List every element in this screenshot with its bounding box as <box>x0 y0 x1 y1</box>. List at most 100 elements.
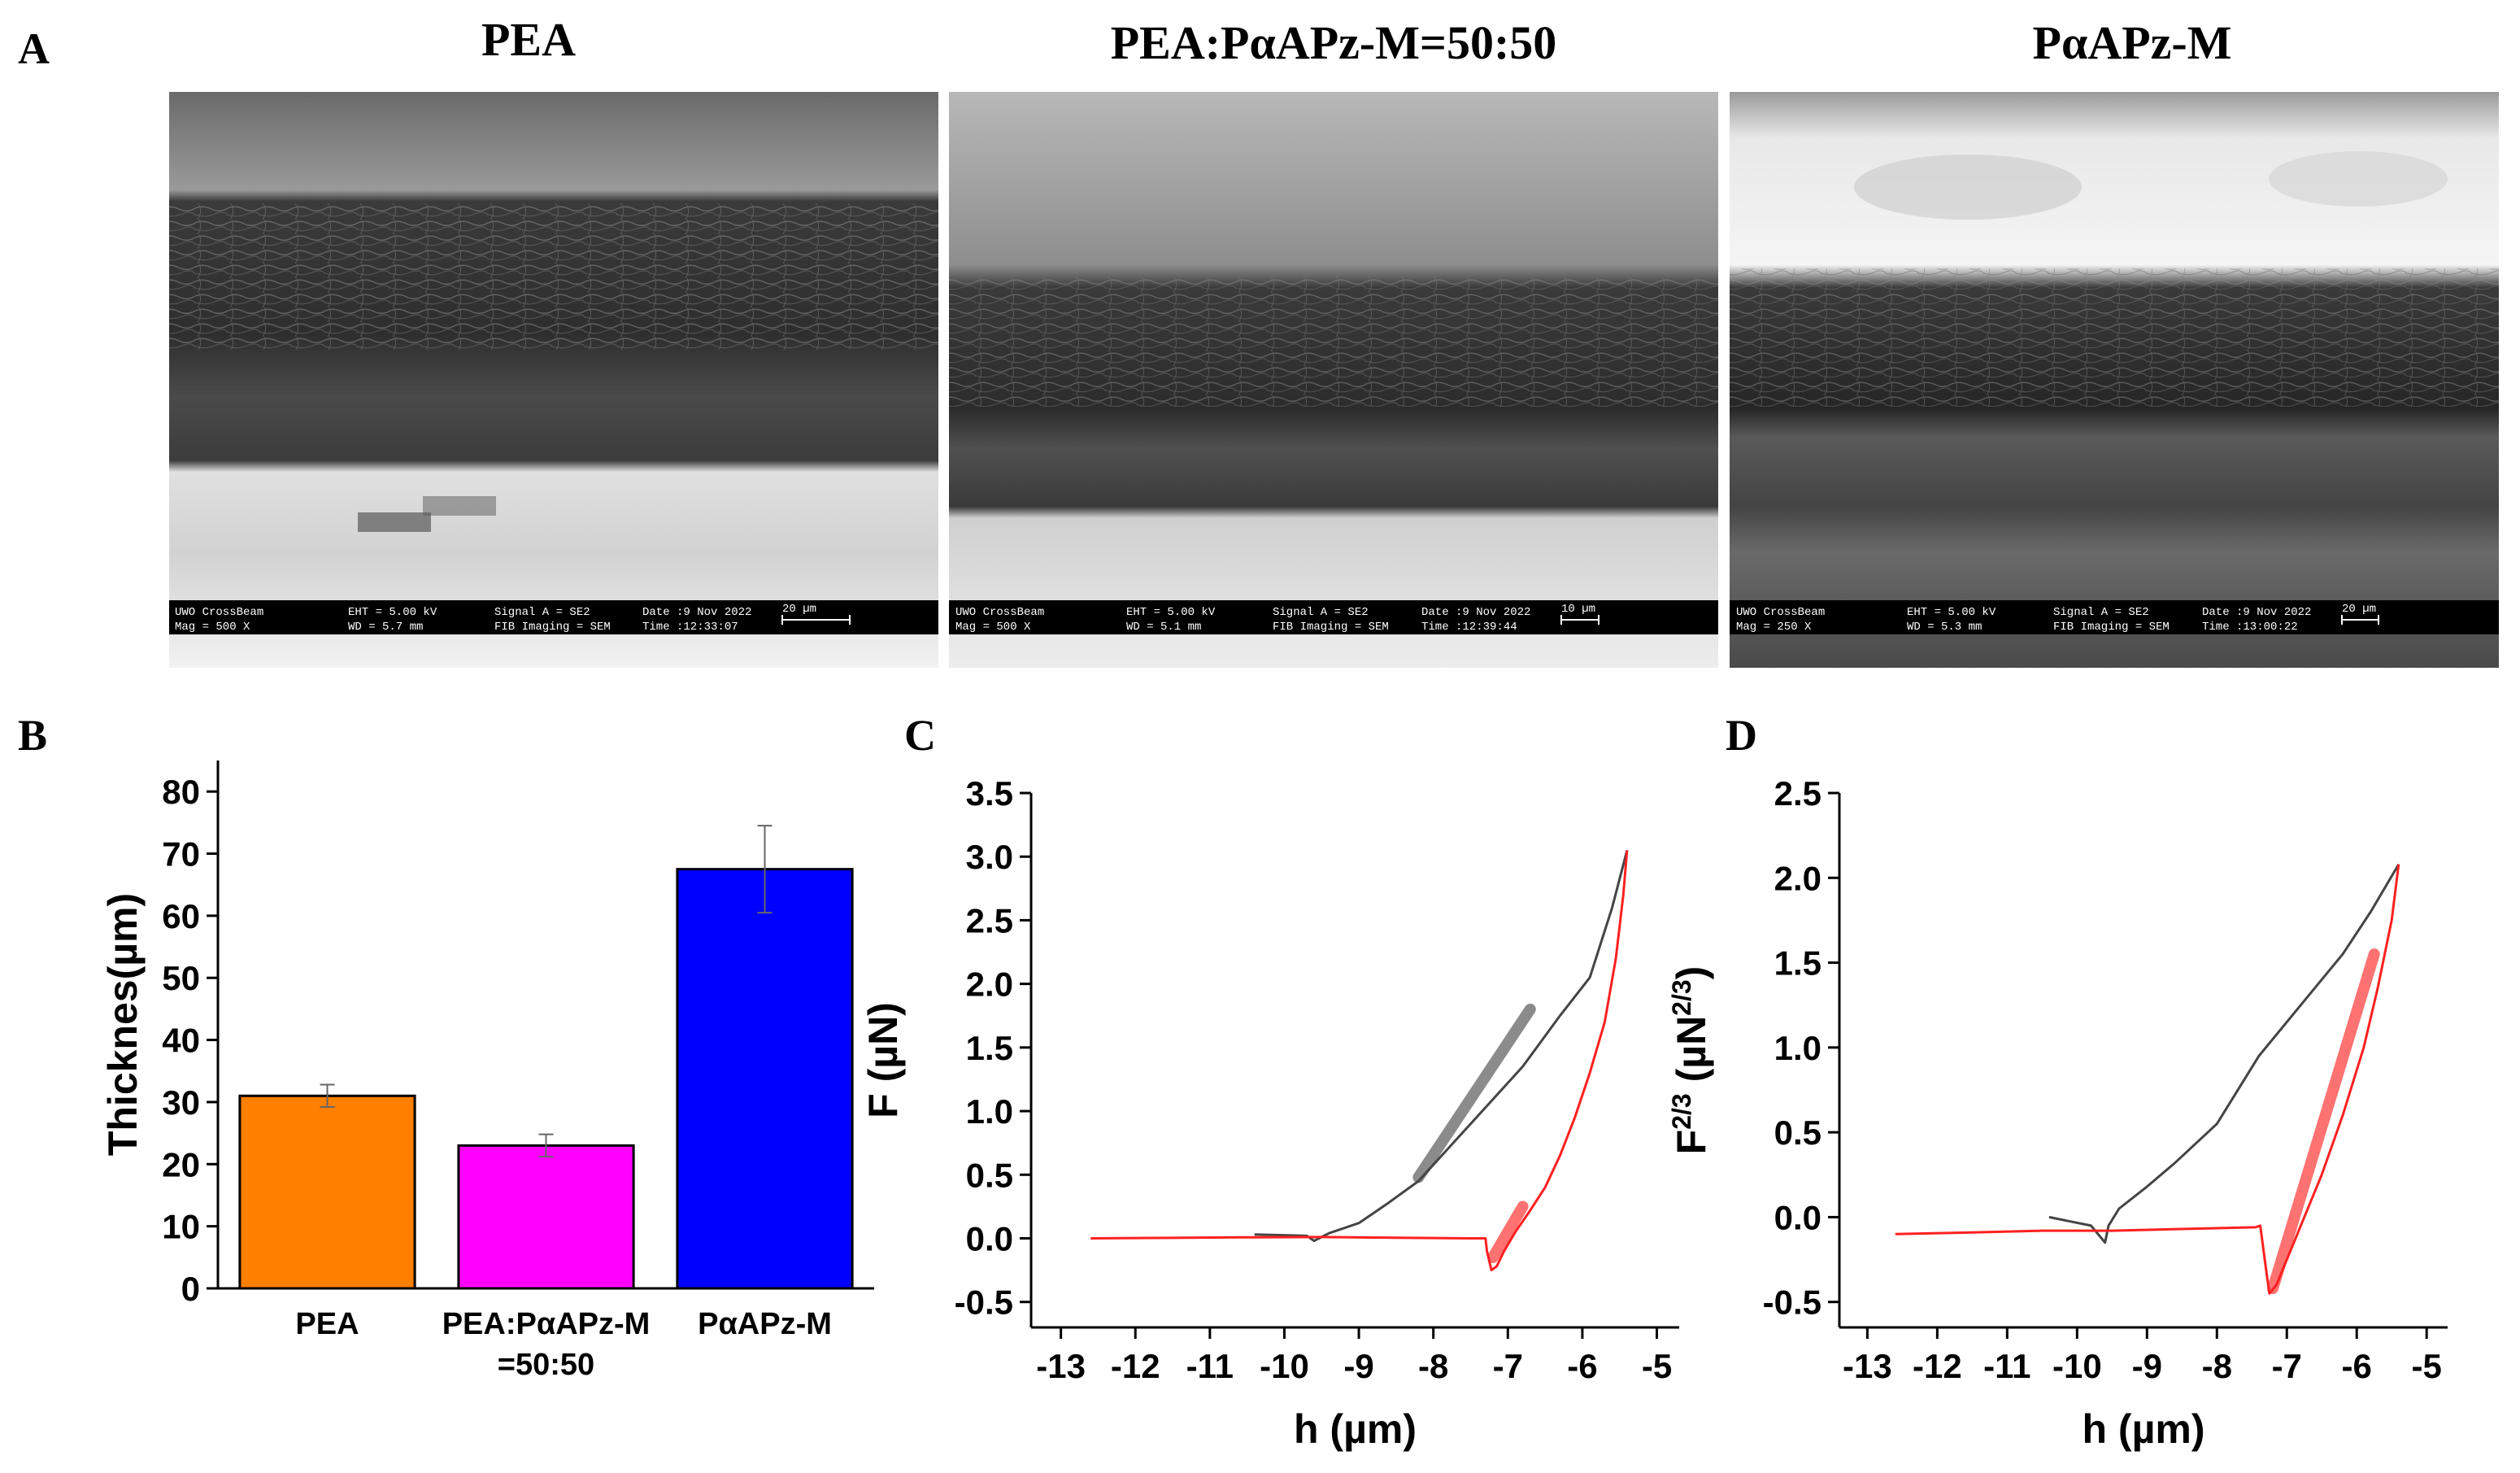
chart-c-ytick-label: -0.5 <box>955 1283 1013 1322</box>
chart-d-ytick-label: 2.0 <box>1774 859 1821 897</box>
chart-d-ylabel: F2/3 (µN2/3) <box>1667 966 1714 1155</box>
panel-label-b: B <box>18 711 47 760</box>
sem3-scale-bar <box>2341 615 2379 625</box>
chart-d-ylabel-part: (µN <box>1669 1016 1714 1093</box>
sem2-info-c3b: FIB Imaging = SEM <box>1273 621 1389 634</box>
chart-b-ytick-label: 40 <box>162 1022 200 1060</box>
chart-b-bar <box>457 1144 635 1290</box>
chart-c-xtick-label: -7 <box>1493 1347 1523 1385</box>
chart-b-error-bar <box>320 1083 335 1109</box>
chart-d-xtick-label: -10 <box>2052 1347 2102 1385</box>
chart-d-ytick-label: 2.5 <box>1774 774 1821 813</box>
chart-b-bar <box>238 1094 416 1290</box>
chart-c-xtick-label: -6 <box>1567 1347 1597 1385</box>
chart-c-ytick-label: 1.0 <box>966 1092 1013 1131</box>
chart-d-ytick-label: 0.5 <box>1774 1113 1821 1152</box>
chart-c-ytick-label: 0.0 <box>966 1220 1013 1258</box>
image-title-pea: PEA <box>481 13 576 66</box>
sem3-info-c1b: Mag = 250 X <box>1736 621 1812 634</box>
chart-c-xtick-label: -8 <box>1418 1347 1448 1385</box>
panel-label-a: A <box>18 24 50 73</box>
chart-d-ylabel-part: F <box>1669 1130 1714 1155</box>
chart-c-series-loading <box>1254 850 1629 1243</box>
chart-d-ylabel-part: 2/3 <box>1667 979 1696 1015</box>
chart-c-ytick-label: 3.0 <box>966 838 1013 876</box>
chart-c-ytick-label: 3.5 <box>966 774 1013 813</box>
chart-d-ylabel-part: 2/3 <box>1667 1093 1696 1129</box>
chart-d-xtick-label: -6 <box>2342 1347 2372 1385</box>
chart-d-xlabel: h (µm) <box>2082 1406 2204 1452</box>
chart-d-force23-depth: -0.5 0.0 0.5 1.0 1.5 2.0 2.5 -13 -12 -11 -10 -9 -8 -7… <box>1667 774 2448 1452</box>
panel-label-c: C <box>904 711 936 760</box>
chart-b-ytick-label: 70 <box>162 835 200 874</box>
chart-d-ytick-label: 0.0 <box>1774 1198 1821 1236</box>
chart-d-xtick-label: -12 <box>1913 1347 1962 1385</box>
sem-image-pea: UWO CrossBeam Mag = 500 X EHT = 5.00 kV … <box>169 92 938 668</box>
chart-d-fit-line <box>2267 948 2380 1295</box>
sem1-info-c4a: Date :9 Nov 2022 <box>642 606 751 619</box>
chart-c-xtick-label: -12 <box>1111 1347 1160 1385</box>
sem2-info-c3a: Signal A = SE2 <box>1273 606 1369 619</box>
sem3-info-c1a: UWO CrossBeam <box>1736 606 1825 619</box>
chart-b-ytick-label: 20 <box>162 1145 200 1183</box>
image-title-papz: PαAPz-M <box>2033 16 2232 69</box>
chart-c-force-depth: -0.5 0.0 0.5 1.0 1.5 2.0 2.5 3.0 3.5 -13 -12 -11 -10… <box>860 774 1679 1452</box>
chart-d-ytick-label: -0.5 <box>1763 1283 1821 1322</box>
chart-d-xtick-label: -9 <box>2132 1347 2162 1385</box>
chart-c-ytick-label: 0.5 <box>966 1156 1013 1194</box>
chart-c-xtick-label: -13 <box>1036 1347 1086 1385</box>
chart-b-category-label: PEA:PαAPz-M <box>442 1307 651 1341</box>
chart-c-xtick-label: -10 <box>1260 1347 1309 1385</box>
chart-b-thickness: 0 10 20 30 40 50 60 70 80 Thicknes(µm) PEA PEA:PαAP… <box>100 760 874 1382</box>
chart-c-xtick-label: -11 <box>1186 1347 1234 1385</box>
chart-d-ytick-label: 1.0 <box>1774 1029 1821 1067</box>
sem1-info-c3a: Signal A = SE2 <box>494 606 590 619</box>
sem1-info-c2b: WD = 5.7 mm <box>348 621 423 634</box>
sem3-info-c3a: Signal A = SE2 <box>2053 606 2149 619</box>
chart-d-xtick-label: -7 <box>2272 1347 2302 1385</box>
sem2-info-c1b: Mag = 500 X <box>955 621 1031 634</box>
sem1-info-c2a: EHT = 5.00 kV <box>348 606 437 619</box>
chart-c-ylabel: F (µN) <box>860 1002 906 1118</box>
chart-c-xtick-label: -5 <box>1642 1347 1672 1385</box>
chart-b-ytick-label: 50 <box>162 959 200 997</box>
sem-image-blend: UWO CrossBeam Mag = 500 X EHT = 5.00 kV … <box>949 92 1718 668</box>
chart-c-ytick-label: 2.5 <box>966 901 1013 939</box>
sem3-info-c2b: WD = 5.3 mm <box>1907 621 1982 634</box>
chart-d-xtick-label: -8 <box>2202 1347 2232 1385</box>
chart-d-series-unloading <box>1895 864 2400 1295</box>
chart-d-series-loading <box>2048 863 2400 1244</box>
sem1-scale-label: 20 µm <box>782 603 816 616</box>
sem2-info-c2b: WD = 5.1 mm <box>1126 621 1201 634</box>
chart-d-ytick-label: 1.5 <box>1774 944 1821 983</box>
sem2-scale-bar <box>1560 615 1599 625</box>
chart-b-ytick-label: 80 <box>162 773 200 811</box>
chart-b-category-sublabel: =50:50 <box>498 1348 594 1382</box>
chart-c-ytick-label: 1.5 <box>966 1029 1013 1067</box>
chart-c-xtick-label: -9 <box>1343 1347 1373 1385</box>
sem1-info-c1a: UWO CrossBeam <box>175 606 263 619</box>
chart-d-xtick-label: -13 <box>1843 1347 1892 1385</box>
chart-b-ytick-label: 60 <box>162 897 200 935</box>
chart-b-ytick-label: 30 <box>162 1083 200 1122</box>
sem-image-papz: UWO CrossBeam Mag = 250 X EHT = 5.00 kV … <box>1730 92 2499 668</box>
sem2-scale-label: 10 µm <box>1561 603 1595 616</box>
chart-c-fit-line <box>1412 1003 1536 1183</box>
sem1-info-c4b: Time :12:33:07 <box>642 621 738 634</box>
chart-b-category-label: PαAPz-M <box>698 1307 832 1341</box>
panel-label-d: D <box>1726 711 1757 760</box>
chart-d-ylabel-part: ) <box>1669 966 1714 980</box>
sem2-info-c2a: EHT = 5.00 kV <box>1126 606 1216 619</box>
chart-d-xtick-label: -5 <box>2412 1347 2442 1385</box>
chart-b-bar <box>676 868 854 1290</box>
chart-b-ytick-label: 10 <box>162 1208 200 1246</box>
chart-b-ytick-label: 0 <box>181 1270 200 1308</box>
image-title-blend: PEA:PαAPz-M=50:50 <box>1111 16 1557 69</box>
chart-c-series-unloading <box>1090 850 1629 1272</box>
sem1-scale-bar <box>781 615 851 625</box>
sem2-info-c4a: Date :9 Nov 2022 <box>1421 606 1530 619</box>
chart-b-error-bar <box>538 1133 554 1158</box>
chart-b-category-label: PEA <box>295 1307 359 1341</box>
sem2-info-c1a: UWO CrossBeam <box>955 606 1044 619</box>
sem1-info-c1b: Mag = 500 X <box>175 621 250 634</box>
